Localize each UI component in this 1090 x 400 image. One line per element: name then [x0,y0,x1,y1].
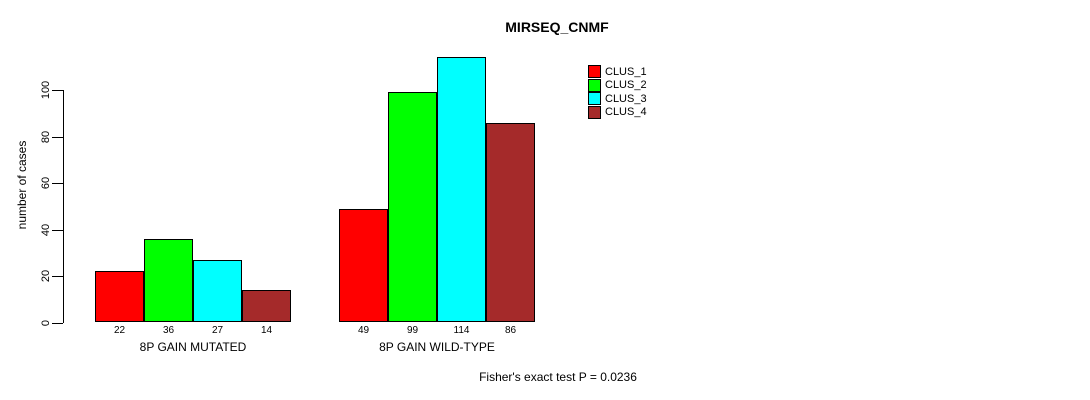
legend-label: CLUS_3 [605,92,647,105]
y-axis-tick [52,136,63,138]
bar-clus_3-2 [437,57,486,323]
y-axis-tick-label: 0 [40,319,52,326]
bar-value-label: 22 [113,325,126,336]
bar-clus_2-1 [144,238,193,323]
legend-label: CLUS_1 [605,65,647,78]
legend-row: CLUS_4 [588,105,647,120]
bar-value-label: 99 [406,325,419,336]
legend-label: CLUS_4 [605,106,647,119]
legend-swatch-clus_3 [588,92,601,106]
y-axis-tick-label: 20 [40,269,52,283]
legend-swatch-clus_2 [588,78,601,92]
bar-value-label: 49 [357,325,370,336]
y-axis-tick-label: 100 [40,80,52,100]
y-axis-tick-label: 40 [40,223,52,236]
y-axis-tick [52,229,63,231]
legend-row: CLUS_2 [588,78,647,93]
y-axis-tick [52,90,63,91]
y-axis-title: number of cases [15,140,29,230]
y-axis-line [63,90,64,323]
legend-row: CLUS_3 [588,92,647,106]
bar-value-label: 114 [453,325,470,336]
bar-clus_4-1 [242,289,291,323]
chart-title: MIRSEQ_CNMF [505,19,609,35]
y-axis-tick [52,276,63,277]
bar-clus_1-1 [95,271,144,323]
footer-note: Fisher's exact test P = 0.0236 [479,370,637,384]
bar-clus_2-2 [388,92,437,323]
bar-value-label: 86 [504,325,517,336]
y-axis-tick [52,183,63,184]
legend-row: CLUS_1 [588,65,647,79]
bar-value-label: 36 [162,325,175,336]
group-label: 8P GAIN MUTATED [139,340,247,354]
group-label: 8P GAIN WILD-TYPE [379,340,495,354]
legend-swatch-clus_1 [588,65,601,79]
legend-swatch-clus_4 [588,105,601,119]
y-axis-tick-label: 80 [40,130,52,143]
y-axis-tick [52,322,63,324]
y-axis-tick-label: 60 [40,176,52,190]
legend-label: CLUS_2 [605,79,647,92]
bar-clus_4-2 [486,122,535,323]
bar-value-label: 27 [211,325,224,336]
bar-clus_3-1 [193,259,242,323]
bar-clus_1-2 [339,208,388,323]
bar-value-label: 14 [260,325,273,336]
legend: CLUS_1 CLUS_2 CLUS_3 CLUS_4 [588,65,647,119]
